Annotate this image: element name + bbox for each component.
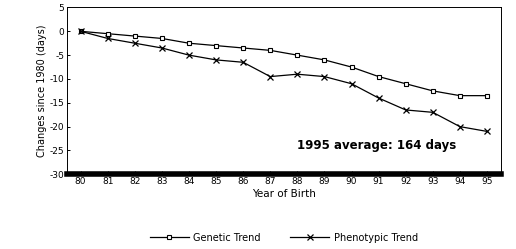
- Y-axis label: Changes since 1980 (days): Changes since 1980 (days): [37, 25, 47, 157]
- Genetic Trend: [77, 30, 84, 33]
- Legend: Genetic Trend, Phenotypic Trend: Genetic Trend, Phenotypic Trend: [146, 229, 422, 247]
- Text: 1995 average: 164 days: 1995 average: 164 days: [297, 138, 457, 152]
- Phenotypic Trend: [348, 82, 354, 85]
- Phenotypic Trend: [484, 130, 490, 133]
- X-axis label: Year of Birth: Year of Birth: [252, 189, 316, 199]
- Genetic Trend: [294, 54, 300, 57]
- Genetic Trend: [402, 82, 409, 85]
- Genetic Trend: [484, 94, 490, 97]
- Phenotypic Trend: [132, 42, 138, 45]
- Genetic Trend: [430, 89, 436, 92]
- Phenotypic Trend: [159, 47, 165, 50]
- Phenotypic Trend: [430, 111, 436, 114]
- Phenotypic Trend: [294, 73, 300, 76]
- Genetic Trend: [132, 35, 138, 38]
- Phenotypic Trend: [213, 59, 219, 62]
- Phenotypic Trend: [376, 97, 382, 100]
- Phenotypic Trend: [240, 61, 246, 64]
- Phenotypic Trend: [457, 125, 463, 128]
- Genetic Trend: [240, 47, 246, 50]
- Genetic Trend: [321, 59, 328, 62]
- Genetic Trend: [457, 94, 463, 97]
- Phenotypic Trend: [402, 109, 409, 112]
- Genetic Trend: [186, 42, 192, 45]
- Genetic Trend: [267, 49, 273, 52]
- Genetic Trend: [105, 32, 111, 35]
- Phenotypic Trend: [77, 30, 84, 33]
- Line: Phenotypic Trend: Phenotypic Trend: [77, 28, 490, 134]
- Phenotypic Trend: [186, 54, 192, 57]
- Genetic Trend: [348, 65, 354, 68]
- Genetic Trend: [213, 44, 219, 47]
- Phenotypic Trend: [105, 37, 111, 40]
- Genetic Trend: [376, 75, 382, 78]
- Phenotypic Trend: [321, 75, 328, 78]
- Line: Genetic Trend: Genetic Trend: [78, 29, 489, 98]
- Genetic Trend: [159, 37, 165, 40]
- Phenotypic Trend: [267, 75, 273, 78]
